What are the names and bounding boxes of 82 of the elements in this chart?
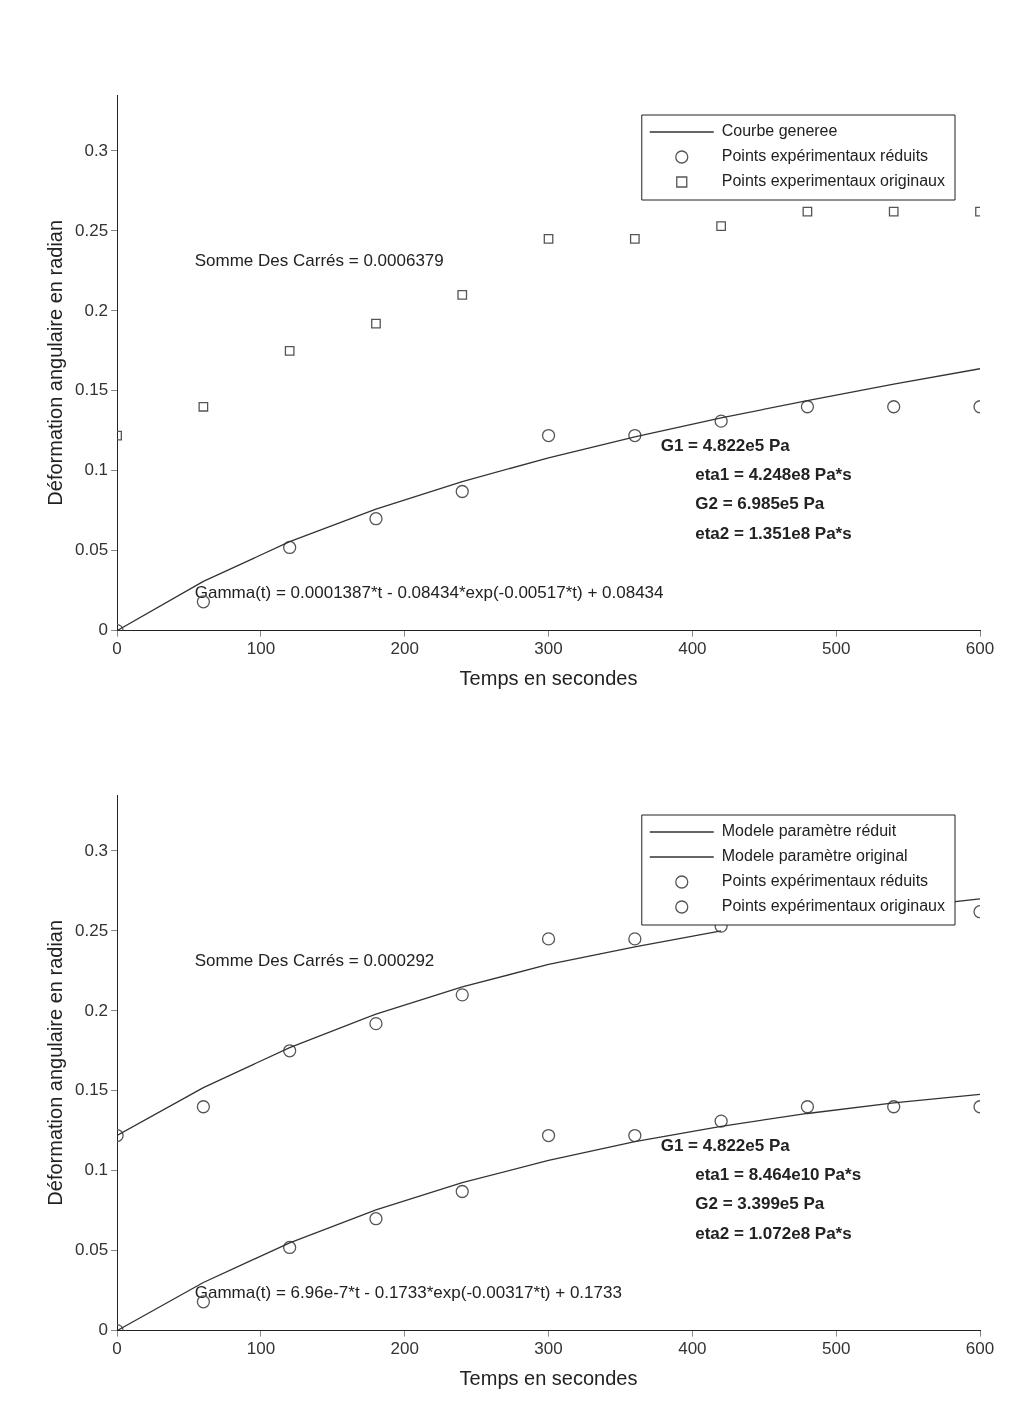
x-tick-label: 0 <box>112 1339 122 1359</box>
point <box>455 484 469 499</box>
point <box>457 289 468 300</box>
point <box>629 234 640 244</box>
annotation: eta2 = 1.072e8 Pa*s <box>695 1223 852 1243</box>
point <box>283 1240 297 1255</box>
x-tick-label: 100 <box>246 639 276 659</box>
x-tick-label: 400 <box>678 639 707 659</box>
x-tick-label: 0 <box>112 639 122 659</box>
point <box>371 318 381 329</box>
legend-label: Courbe generee <box>721 122 838 140</box>
annotation: Somme Des Carrés = 0.0006379 <box>194 250 444 270</box>
annotation: Gamma(t) = 0.0001387*t - 0.08434*exp(-0.00517*t) + 0.08434 <box>194 582 664 602</box>
y-tick-label: 0.15 <box>74 380 109 400</box>
x-axis-title: Temps en secondes <box>459 1366 638 1389</box>
y-tick-label: 0.25 <box>74 220 109 240</box>
annotation: Gamma(t) = 6.96e-7*t - 0.1733*exp(-0.00317*t) + 0.1733 <box>194 1282 622 1302</box>
point <box>887 400 901 414</box>
y-tick-label: 0.1 <box>84 460 109 480</box>
y-tick-label: 0.3 <box>84 840 109 860</box>
legend-label: Modele paramètre original <box>721 847 908 865</box>
x-tick-label: 600 <box>965 1339 995 1359</box>
x-tick-label: 200 <box>390 639 419 659</box>
annotation: G2 = 6.985e5 Pa <box>695 494 825 514</box>
y-tick-label: 0.05 <box>74 1240 109 1260</box>
annotation: eta1 = 4.248e8 Pa*s <box>695 464 852 484</box>
x-tick-label: 200 <box>390 1339 419 1359</box>
legend-label: Points experimentaux originaux <box>721 172 945 190</box>
point <box>887 1100 901 1114</box>
y-tick-label: 0 <box>98 620 109 640</box>
y-tick-label: 0.3 <box>84 140 109 160</box>
point <box>714 1114 728 1128</box>
legend-label: Modele paramètre réduit <box>721 822 897 840</box>
point <box>455 1184 469 1199</box>
x-tick-label: 300 <box>534 639 563 659</box>
point <box>455 988 469 1002</box>
annotation: Somme Des Carrés = 0.000292 <box>194 950 435 970</box>
point <box>369 512 383 526</box>
point <box>628 932 642 946</box>
point <box>714 414 728 428</box>
point <box>283 540 297 555</box>
point <box>284 345 295 356</box>
y-tick-label: 0.1 <box>84 1160 109 1180</box>
y-tick-label: 0.2 <box>84 1000 109 1020</box>
y-tick-label: 0.15 <box>74 1080 109 1100</box>
annotation: eta1 = 8.464e10 Pa*s <box>695 1164 862 1184</box>
point <box>628 1128 642 1143</box>
y-tick-label: 0.05 <box>74 540 109 560</box>
y-tick-label: 0.2 <box>84 300 109 320</box>
legend-label: Points expérimentaux réduits <box>721 872 929 890</box>
point <box>888 206 899 217</box>
point <box>628 428 642 443</box>
legend-label: Points expérimentaux originaux <box>721 897 945 915</box>
point <box>541 1128 556 1143</box>
point <box>716 221 727 231</box>
y-axis-title: Déformation angulaire en radian <box>43 219 66 506</box>
point <box>543 234 554 244</box>
y-tick-label: 0.25 <box>74 920 109 940</box>
x-tick-label: 500 <box>821 639 851 659</box>
x-tick-label: 500 <box>821 1339 851 1359</box>
annotation: G2 = 3.399e5 Pa <box>695 1194 825 1214</box>
annotation: G1 = 4.822e5 Pa <box>660 1135 791 1155</box>
y-tick-label: 0 <box>98 1320 109 1340</box>
point <box>369 1212 383 1226</box>
point <box>541 932 556 946</box>
x-tick-label: 600 <box>965 639 995 659</box>
point <box>283 1044 297 1058</box>
annotation: eta2 = 1.351e8 Pa*s <box>695 523 852 543</box>
x-tick-label: 100 <box>246 1339 276 1359</box>
point <box>196 1100 211 1114</box>
x-axis-title: Temps en secondes <box>459 666 638 689</box>
legend-label: Points expérimentaux réduits <box>721 147 929 165</box>
point <box>800 1100 815 1114</box>
point <box>541 428 556 443</box>
point <box>802 206 813 217</box>
x-tick-label: 400 <box>678 1339 707 1359</box>
annotation: G1 = 4.822e5 Pa <box>660 435 791 455</box>
point <box>369 1016 383 1031</box>
y-axis-title: Déformation angulaire en radian <box>43 919 66 1206</box>
x-tick-label: 300 <box>534 1339 563 1359</box>
point <box>198 401 209 412</box>
point <box>800 400 815 414</box>
